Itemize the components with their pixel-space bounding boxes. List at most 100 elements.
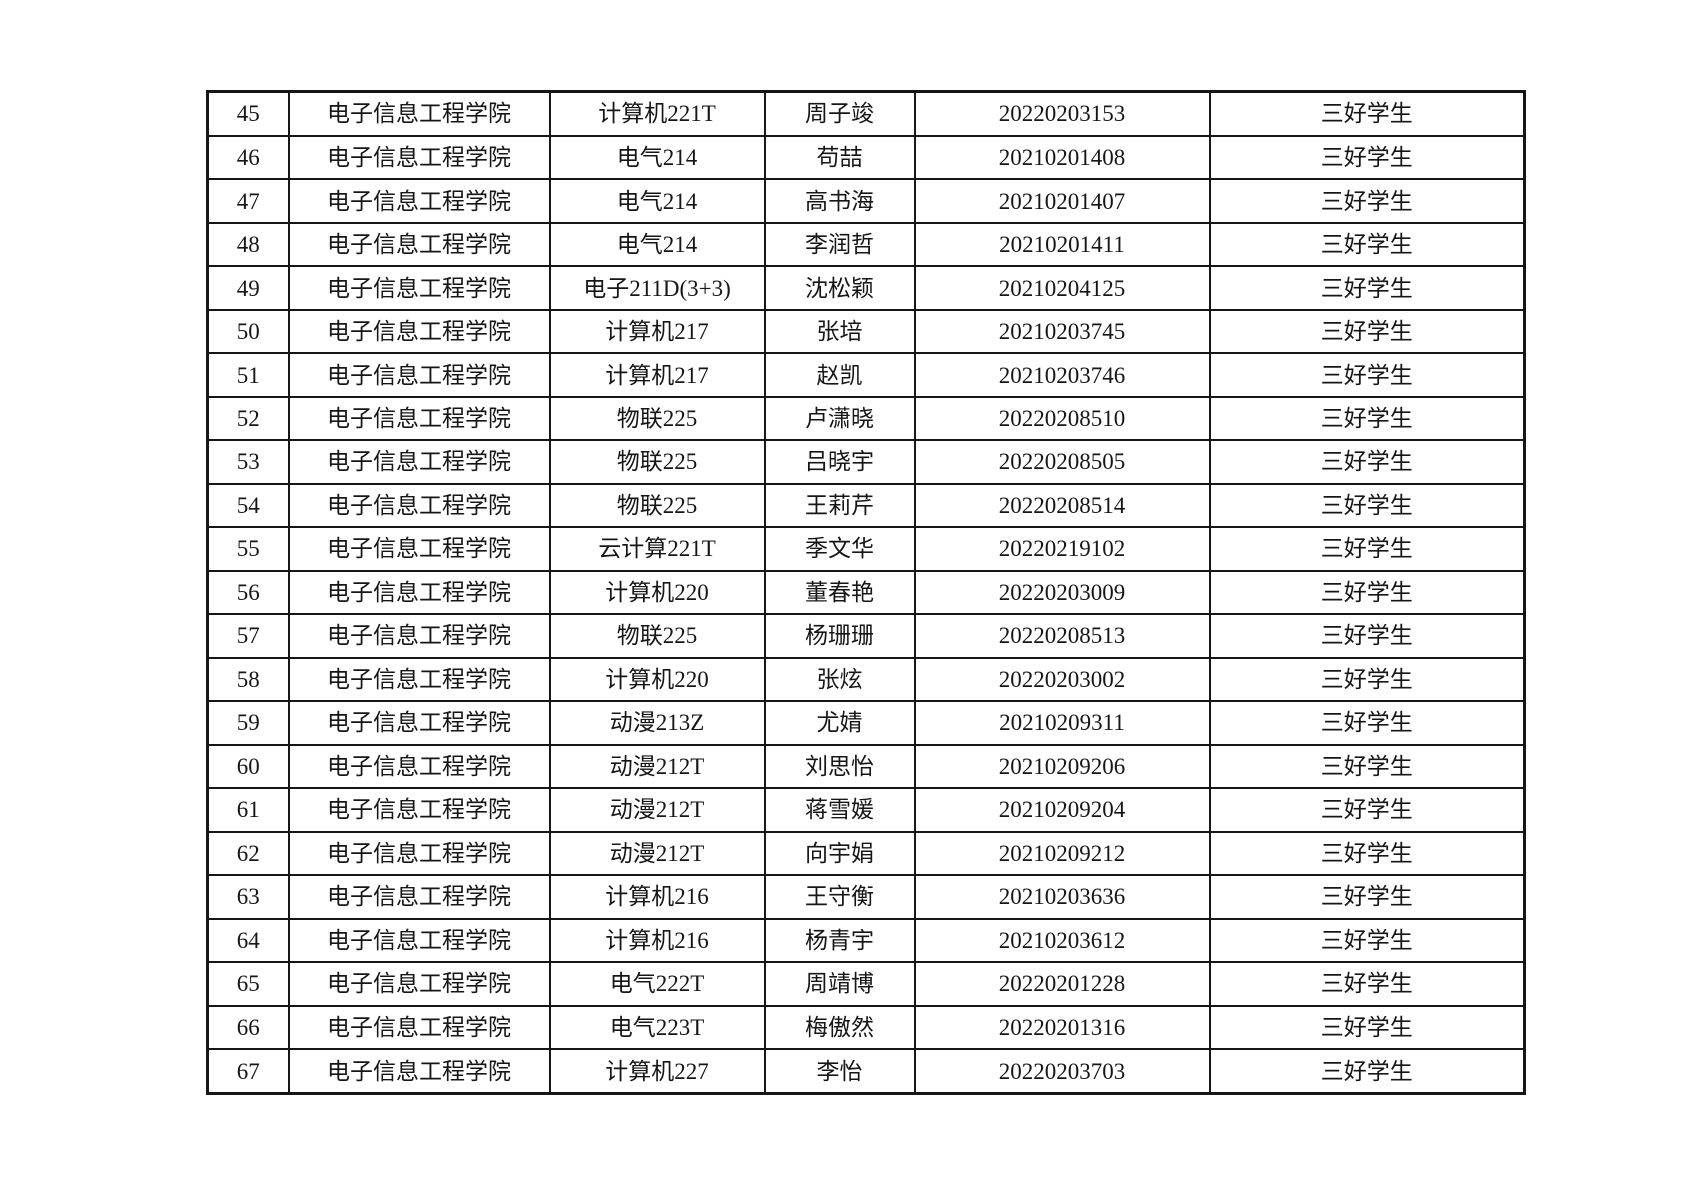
table-row: 63 电子信息工程学院 计算机216 王守衡 20210203636 三好学生 bbox=[206, 874, 1526, 920]
cell-award: 三好学生 bbox=[1208, 656, 1526, 703]
cell-class: 电气214 bbox=[548, 221, 766, 268]
cell-award: 三好学生 bbox=[1208, 265, 1526, 311]
cell-serial-number: 49 bbox=[206, 265, 290, 311]
cell-award: 三好学生 bbox=[1208, 1048, 1526, 1095]
cell-student-id: 20220203703 bbox=[913, 1048, 1211, 1095]
cell-student-name: 张炫 bbox=[763, 656, 916, 703]
cell-college: 电子信息工程学院 bbox=[287, 874, 551, 920]
cell-serial-number: 46 bbox=[206, 134, 290, 181]
cell-college: 电子信息工程学院 bbox=[287, 1048, 551, 1095]
cell-class: 计算机216 bbox=[548, 874, 766, 920]
cell-class: 电气222T bbox=[548, 961, 766, 1007]
cell-award: 三好学生 bbox=[1208, 395, 1526, 442]
cell-student-id: 20220203153 bbox=[913, 90, 1211, 137]
cell-class: 计算机217 bbox=[548, 352, 766, 398]
cell-award: 三好学生 bbox=[1208, 134, 1526, 181]
cell-student-id: 20220219102 bbox=[913, 526, 1211, 572]
cell-student-name: 季文华 bbox=[763, 526, 916, 572]
cell-class: 动漫212T bbox=[548, 830, 766, 877]
table-row: 66 电子信息工程学院 电气223T 梅傲然 20220201316 三好学生 bbox=[206, 1004, 1526, 1051]
cell-student-name: 王莉芹 bbox=[763, 482, 916, 529]
cell-serial-number: 62 bbox=[206, 830, 290, 877]
table-row: 52 电子信息工程学院 物联225 卢潇晓 20220208510 三好学生 bbox=[206, 395, 1526, 442]
cell-college: 电子信息工程学院 bbox=[287, 787, 551, 833]
cell-student-id: 20210201411 bbox=[913, 221, 1211, 268]
cell-student-name: 沈松颖 bbox=[763, 265, 916, 311]
cell-student-name: 周靖博 bbox=[763, 961, 916, 1007]
cell-serial-number: 55 bbox=[206, 526, 290, 572]
cell-serial-number: 56 bbox=[206, 569, 290, 616]
table-row: 62 电子信息工程学院 动漫212T 向宇娟 20210209212 三好学生 bbox=[206, 830, 1526, 877]
table-row: 46 电子信息工程学院 电气214 苟喆 20210201408 三好学生 bbox=[206, 134, 1526, 181]
cell-class: 计算机217 bbox=[548, 308, 766, 355]
cell-award: 三好学生 bbox=[1208, 352, 1526, 398]
table-row: 54 电子信息工程学院 物联225 王莉芹 20220208514 三好学生 bbox=[206, 482, 1526, 529]
table-row: 58 电子信息工程学院 计算机220 张炫 20220203002 三好学生 bbox=[206, 656, 1526, 703]
table-row: 48 电子信息工程学院 电气214 李润哲 20210201411 三好学生 bbox=[206, 221, 1526, 268]
cell-serial-number: 61 bbox=[206, 787, 290, 833]
cell-college: 电子信息工程学院 bbox=[287, 352, 551, 398]
table-row: 67 电子信息工程学院 计算机227 李怡 20220203703 三好学生 bbox=[206, 1048, 1526, 1095]
table-row: 64 电子信息工程学院 计算机216 杨青宇 20210203612 三好学生 bbox=[206, 917, 1526, 964]
cell-student-id: 20210209204 bbox=[913, 787, 1211, 833]
cell-college: 电子信息工程学院 bbox=[287, 482, 551, 529]
cell-award: 三好学生 bbox=[1208, 743, 1526, 790]
cell-class: 电气223T bbox=[548, 1004, 766, 1051]
cell-college: 电子信息工程学院 bbox=[287, 90, 551, 137]
cell-award: 三好学生 bbox=[1208, 526, 1526, 572]
cell-class: 电气214 bbox=[548, 134, 766, 181]
cell-college: 电子信息工程学院 bbox=[287, 569, 551, 616]
cell-college: 电子信息工程学院 bbox=[287, 830, 551, 877]
cell-award: 三好学生 bbox=[1208, 830, 1526, 877]
cell-class: 物联225 bbox=[548, 395, 766, 442]
table-body: 45 电子信息工程学院 计算机221T 周子竣 20220203153 三好学生… bbox=[206, 90, 1526, 1095]
cell-student-id: 20220201228 bbox=[913, 961, 1211, 1007]
cell-class: 物联225 bbox=[548, 439, 766, 485]
cell-student-name: 周子竣 bbox=[763, 90, 916, 137]
cell-student-id: 20210209206 bbox=[913, 743, 1211, 790]
cell-class: 动漫212T bbox=[548, 787, 766, 833]
table-row: 60 电子信息工程学院 动漫212T 刘思怡 20210209206 三好学生 bbox=[206, 743, 1526, 790]
cell-award: 三好学生 bbox=[1208, 787, 1526, 833]
cell-award: 三好学生 bbox=[1208, 700, 1526, 746]
cell-student-name: 杨珊珊 bbox=[763, 613, 916, 659]
cell-class: 电气214 bbox=[548, 178, 766, 224]
cell-award: 三好学生 bbox=[1208, 308, 1526, 355]
cell-college: 电子信息工程学院 bbox=[287, 743, 551, 790]
cell-college: 电子信息工程学院 bbox=[287, 178, 551, 224]
cell-student-id: 20210209212 bbox=[913, 830, 1211, 877]
table-row: 45 电子信息工程学院 计算机221T 周子竣 20220203153 三好学生 bbox=[206, 90, 1526, 137]
cell-serial-number: 66 bbox=[206, 1004, 290, 1051]
cell-student-name: 苟喆 bbox=[763, 134, 916, 181]
award-table-container: 45 电子信息工程学院 计算机221T 周子竣 20220203153 三好学生… bbox=[206, 90, 1526, 1095]
cell-class: 计算机216 bbox=[548, 917, 766, 964]
table-row: 57 电子信息工程学院 物联225 杨珊珊 20220208513 三好学生 bbox=[206, 613, 1526, 659]
cell-college: 电子信息工程学院 bbox=[287, 526, 551, 572]
cell-student-name: 蒋雪媛 bbox=[763, 787, 916, 833]
cell-class: 电子211D(3+3) bbox=[548, 265, 766, 311]
cell-college: 电子信息工程学院 bbox=[287, 221, 551, 268]
cell-student-name: 董春艳 bbox=[763, 569, 916, 616]
cell-student-id: 20210201408 bbox=[913, 134, 1211, 181]
cell-student-name: 向宇娟 bbox=[763, 830, 916, 877]
cell-student-id: 20210209311 bbox=[913, 700, 1211, 746]
cell-student-name: 高书海 bbox=[763, 178, 916, 224]
cell-student-name: 尤婧 bbox=[763, 700, 916, 746]
cell-student-id: 20220208514 bbox=[913, 482, 1211, 529]
cell-college: 电子信息工程学院 bbox=[287, 917, 551, 964]
cell-student-id: 20220208513 bbox=[913, 613, 1211, 659]
cell-award: 三好学生 bbox=[1208, 90, 1526, 137]
cell-student-id: 20220203009 bbox=[913, 569, 1211, 616]
cell-award: 三好学生 bbox=[1208, 874, 1526, 920]
student-award-table: 45 电子信息工程学院 计算机221T 周子竣 20220203153 三好学生… bbox=[206, 90, 1526, 1095]
cell-award: 三好学生 bbox=[1208, 961, 1526, 1007]
cell-serial-number: 47 bbox=[206, 178, 290, 224]
cell-student-id: 20210204125 bbox=[913, 265, 1211, 311]
table-row: 53 电子信息工程学院 物联225 吕晓宇 20220208505 三好学生 bbox=[206, 439, 1526, 485]
cell-student-name: 赵凯 bbox=[763, 352, 916, 398]
cell-college: 电子信息工程学院 bbox=[287, 395, 551, 442]
cell-class: 计算机221T bbox=[548, 90, 766, 137]
cell-serial-number: 50 bbox=[206, 308, 290, 355]
cell-serial-number: 60 bbox=[206, 743, 290, 790]
